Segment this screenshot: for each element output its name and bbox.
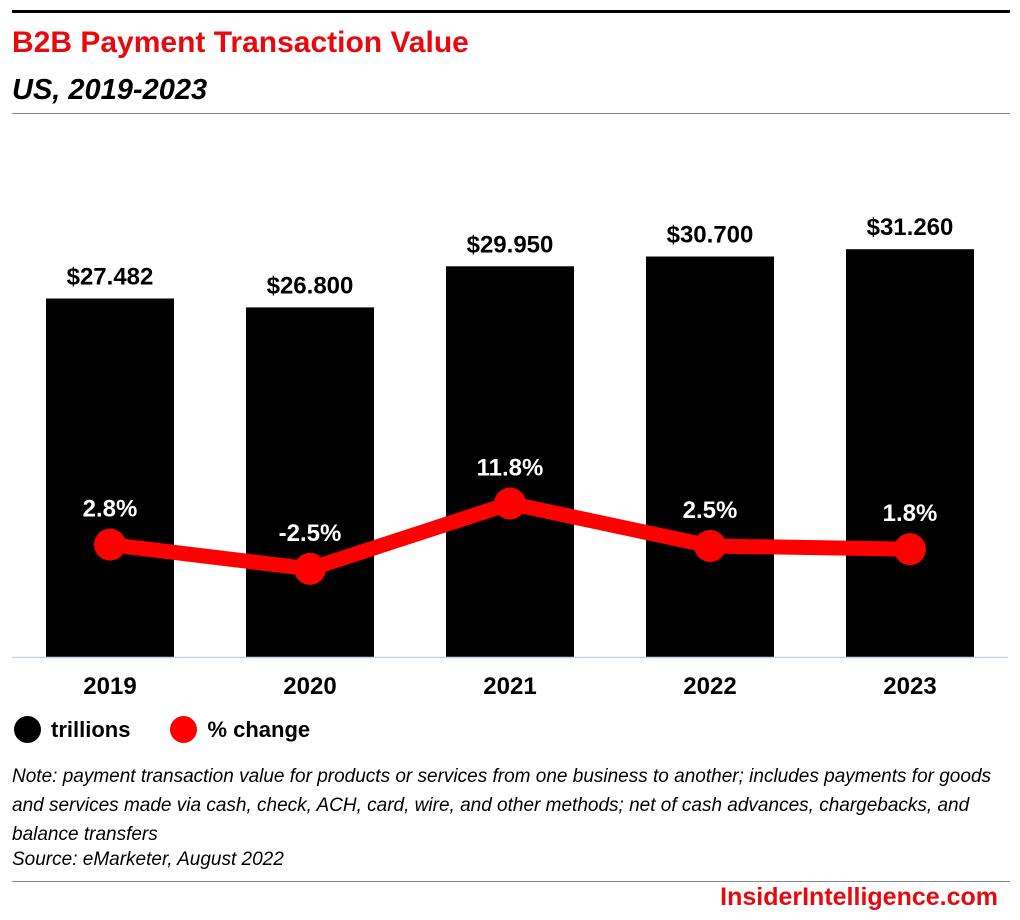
x-tick-2020: 2020 <box>283 673 336 700</box>
subtitle-rule <box>12 113 1010 114</box>
bar-label-2022: $30.700 <box>667 222 754 249</box>
source-note: Source: eMarketer, August 2022 <box>12 849 284 870</box>
bar-label-2020: $26.800 <box>267 272 354 299</box>
x-tick-2019: 2019 <box>83 673 136 700</box>
x-tick-2022: 2022 <box>683 673 736 700</box>
legend-item-trillions: trillions <box>14 716 130 743</box>
bar-label-2023: $31.260 <box>867 214 954 241</box>
legend-label-percent-change: % change <box>207 716 311 742</box>
bar-2020 <box>246 307 374 657</box>
percent-change-label-2022: 2.5% <box>683 497 738 524</box>
footnote: Note: payment transaction value for prod… <box>12 766 992 845</box>
chart-title: B2B Payment Transaction Value <box>12 26 469 59</box>
percent-change-label-2020: -2.5% <box>279 520 342 547</box>
percent-change-point-2021 <box>494 487 526 520</box>
percent-change-label-2019: 2.8% <box>83 496 138 523</box>
bar-label-2021: $29.950 <box>467 231 554 258</box>
brand-logo-text: InsiderIntelligence.com <box>720 883 998 911</box>
legend-label-trillions: trillions <box>51 716 131 742</box>
percent-change-point-2022 <box>694 529 726 562</box>
x-tick-2023: 2023 <box>883 673 936 700</box>
bar-2023 <box>846 249 974 657</box>
top-rule <box>12 10 1010 13</box>
bar-2022 <box>646 256 774 657</box>
percent-change-point-2019 <box>94 528 126 561</box>
percent-change-label-2023: 1.8% <box>883 500 938 527</box>
legend-swatch-percent-change <box>170 716 198 743</box>
percent-change-point-2023 <box>894 533 926 566</box>
percent-change-point-2020 <box>294 552 326 585</box>
percent-change-label-2021: 11.8% <box>477 454 544 481</box>
legend-swatch-trillions <box>14 716 41 743</box>
legend: trillions % change <box>14 716 350 743</box>
footer-rule <box>12 881 1010 882</box>
bar-2019 <box>46 298 174 657</box>
x-tick-2021: 2021 <box>483 673 536 700</box>
bar-label-2019: $27.482 <box>67 264 154 291</box>
chart-subtitle: US, 2019-2023 <box>12 74 208 106</box>
chart-canvas: $27.482 $26.800 $29.950 $30.700 $31.260 2019 2… <box>12 214 1008 700</box>
bar-2021 <box>446 266 574 657</box>
legend-item-percent-change: % change <box>170 716 310 743</box>
